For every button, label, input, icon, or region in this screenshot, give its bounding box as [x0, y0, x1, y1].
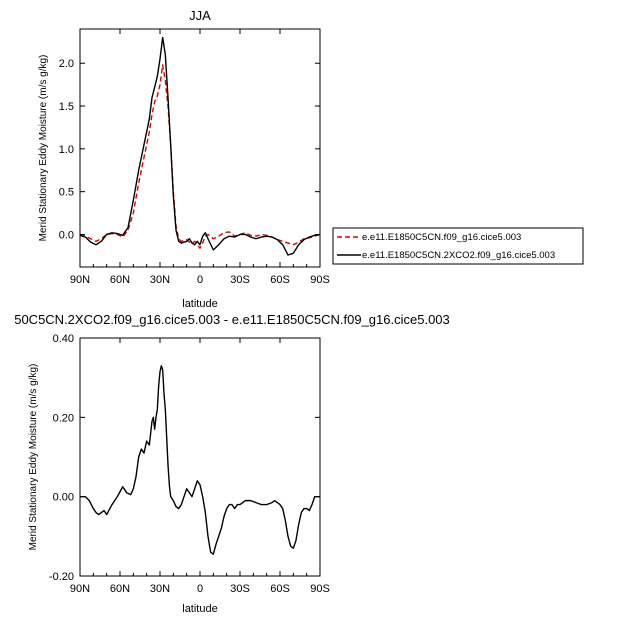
- top-series-line-0: [79, 64, 321, 249]
- bottom-y-tick-label: -0.20: [49, 571, 74, 583]
- bottom-panel: 50C5CN.2XCO2.f09_g16.cice5.003 - e.e11.E…: [14, 312, 450, 615]
- top-series-line-1: [79, 36, 321, 256]
- top-title: JJA: [189, 8, 211, 23]
- legend-entry-control: e.e11.E1850C5CN.f09_g16.cice5.003: [362, 232, 521, 243]
- bottom-y-tick-label: 0.00: [53, 492, 74, 504]
- top-plot-frame: [79, 28, 321, 268]
- top-x-tick-label: 60S: [270, 274, 290, 286]
- top-x-tick-label: 30N: [150, 274, 170, 286]
- bottom-y-axis-label: Merid Stationary Eddy Moisture (m/s g/kg…: [28, 364, 39, 551]
- bottom-x-tick-label: 90S: [310, 583, 330, 595]
- bottom-x-axis-label: latitude: [182, 603, 217, 615]
- top-y-axis-label: Merid Stationary Eddy Moisture (m/s g/kg…: [38, 55, 49, 242]
- top-panel: JJA 90N 60N 30N 0 30S 60S 90S 0.0 0.5 1.0 1.5 2.0 l…: [38, 8, 584, 310]
- top-x-tick-label: 90S: [310, 274, 330, 286]
- bottom-x-tick-label: 30S: [230, 583, 250, 595]
- bottom-x-tick-label: 30N: [150, 583, 170, 595]
- top-x-tick-label: 30S: [230, 274, 250, 286]
- legend-box: [332, 227, 584, 265]
- bottom-y-tick-label: 0.20: [53, 412, 74, 424]
- bottom-x-tick-label: 0: [197, 583, 203, 595]
- bottom-x-tick-label: 60S: [270, 583, 290, 595]
- top-x-tick-label: 90N: [70, 274, 90, 286]
- top-y-tick-label: 0.0: [59, 229, 74, 241]
- bottom-x-tick-label: 60N: [110, 583, 130, 595]
- top-x-tick-label: 0: [197, 274, 203, 286]
- bottom-plot-frame: [79, 337, 321, 577]
- top-x-tick-label: 60N: [110, 274, 130, 286]
- top-y-tick-label: 2.0: [59, 58, 74, 70]
- bottom-title: 50C5CN.2XCO2.f09_g16.cice5.003 - e.e11.E…: [14, 312, 450, 327]
- bottom-series-line-0: [80, 365, 320, 555]
- legend-entry-2xco2: e.e11.E1850C5CN.2XCO2.f09_g16.cice5.003: [362, 250, 555, 261]
- top-y-tick-label: 1.5: [59, 101, 74, 113]
- top-x-axis-label: latitude: [182, 298, 217, 310]
- top-y-tick-label: 1.0: [59, 144, 74, 156]
- top-y-tick-label: 0.5: [59, 187, 74, 199]
- legend: e.e11.E1850C5CN.f09_g16.cice5.003 e.e11.…: [332, 227, 584, 265]
- bottom-x-tick-label: 90N: [70, 583, 90, 595]
- bottom-y-tick-label: 0.40: [53, 333, 74, 345]
